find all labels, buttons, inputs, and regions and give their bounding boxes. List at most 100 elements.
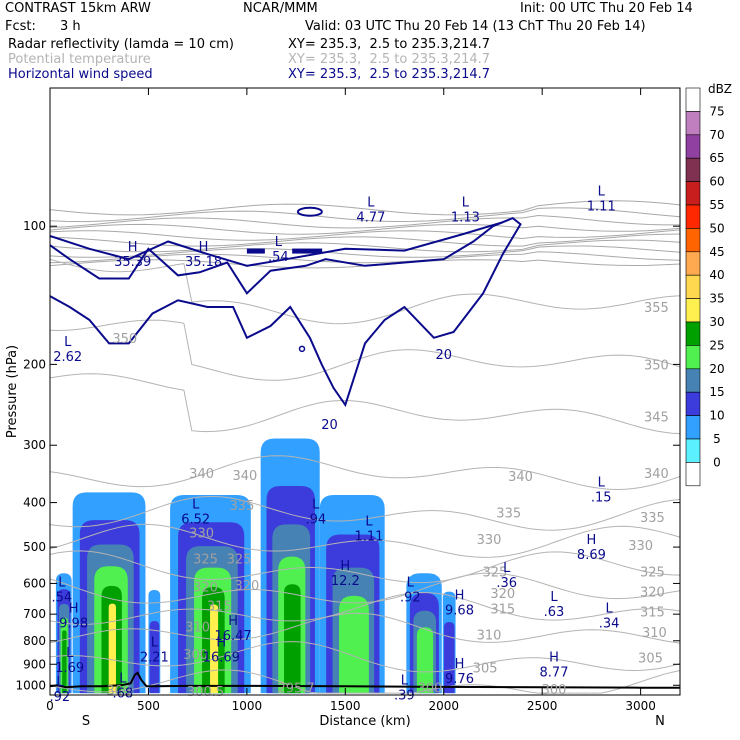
- reflectivity-band: [284, 584, 301, 694]
- theta-contour-line: [50, 319, 680, 381]
- theta-label: 310: [477, 628, 502, 643]
- extremum-value: 35.18: [185, 255, 222, 270]
- theta-contour-line: [50, 591, 680, 625]
- theta-label: 325: [193, 553, 218, 568]
- colorbar-tick-label: 25: [709, 338, 724, 352]
- colorbar-swatch: [685, 274, 701, 299]
- init-time: Init: 00 UTC Thu 20 Feb 14: [520, 1, 693, 16]
- field-name-theta: Potential temperature: [8, 52, 151, 67]
- contour-labels: 355 350 350 345 340 340 340 340 335 335 335 330 330 3…: [50, 184, 669, 705]
- theta-label: 300.5: [187, 685, 224, 700]
- colorbar-tick-label: 5: [713, 432, 721, 446]
- theta-contour-line: [50, 669, 680, 694]
- colorbar-swatch: [685, 438, 701, 463]
- extremum-value: .92: [400, 590, 421, 605]
- field-name-reflectivity: Radar reflectivity (lamda = 10 cm): [8, 37, 234, 52]
- theta-label: 315: [640, 605, 665, 620]
- theta-label: 325: [227, 553, 252, 568]
- terrain-line: [50, 671, 680, 689]
- y-tick-label: 600: [23, 576, 46, 590]
- colorbar-tick-label: 15: [709, 385, 724, 399]
- theta-contour-line: [50, 641, 680, 673]
- extremum-value: 4.77: [356, 211, 385, 226]
- extremum-kind: H: [340, 559, 350, 574]
- axes: 0 500 1000 1500 2000 2500 3000 100 200 300 400 500 6…: [5, 88, 680, 729]
- extremum-kind: H: [549, 650, 559, 665]
- extremum-value: 1.13: [451, 211, 480, 226]
- colorbar-swatch: [685, 251, 701, 276]
- y-tick-label: 200: [23, 357, 46, 371]
- extremum-value: 1.69: [55, 661, 84, 676]
- extremum-kind: L: [275, 235, 283, 250]
- wind-contour-line: [50, 216, 522, 408]
- colorbar-swatch: [685, 204, 701, 229]
- theta-label: 330: [477, 533, 502, 548]
- extremum-kind: L: [192, 497, 200, 512]
- extremum-kind: L: [58, 575, 66, 590]
- colorbar-swatch: [685, 181, 701, 206]
- theta-label: 320: [234, 579, 259, 594]
- theta-label: 325: [640, 565, 665, 580]
- colorbar-unit: dBZ: [708, 82, 732, 96]
- plot-frame: [49, 87, 681, 696]
- theta-label: 305: [638, 652, 663, 667]
- colorbar-tick-label: 0: [713, 455, 721, 469]
- extremum-kind: L: [56, 675, 64, 690]
- theta-contours: [50, 200, 680, 694]
- fcst-value: 3 h: [60, 19, 81, 34]
- colorbar-tick-label: 65: [709, 151, 724, 165]
- reflectivity-band: [149, 621, 160, 694]
- colorbar-tick-label: 30: [709, 315, 724, 329]
- colorbar-swatch: [685, 134, 701, 159]
- extremum-kind: L: [503, 561, 511, 576]
- reflectivity-band: [62, 630, 67, 694]
- colorbar-tick-label: 70: [709, 128, 724, 142]
- theta-label: 315: [490, 602, 515, 617]
- theta-label: 325: [483, 565, 508, 580]
- y-tick-label: 300: [23, 438, 46, 452]
- extremum-kind: H: [455, 657, 465, 672]
- extremum-value: .34: [599, 617, 620, 632]
- theta-label: 295.7: [277, 681, 314, 696]
- extremum-kind: L: [550, 590, 558, 605]
- colorbar-swatch: [685, 228, 701, 253]
- colorbar-swatch: [685, 345, 701, 370]
- theta-label: 330: [628, 539, 653, 554]
- extremum-kind: L: [367, 196, 375, 211]
- wind-label: 20: [435, 348, 452, 363]
- extremum-value: .54: [51, 590, 72, 605]
- extremum-value: 12.2: [331, 574, 360, 589]
- extremum-kind: L: [151, 635, 159, 650]
- y-tick-label: 700: [23, 607, 46, 621]
- extremum-value: 16.47: [214, 629, 251, 644]
- extremum-value: 8.77: [540, 665, 569, 680]
- extremum-value: 1.11: [354, 529, 383, 544]
- colorbar-tick-label: 40: [709, 268, 724, 282]
- colorbar-swatch: [685, 415, 701, 440]
- theta-label: 300: [418, 681, 443, 696]
- colorbar-tick-label: 10: [709, 409, 724, 423]
- y-tick-label: 400: [23, 496, 46, 510]
- reflectivity-band: [108, 603, 116, 694]
- colorbar-swatch: [685, 391, 701, 416]
- theta-label: 340: [189, 467, 214, 482]
- wind-label: 20: [321, 418, 338, 433]
- colorbar-tick-label: 50: [709, 221, 724, 235]
- field-xy-reflectivity: XY= 235.3, 2.5 to 235.3,214.7: [288, 37, 491, 52]
- extremum-kind: H: [69, 602, 79, 617]
- extremum-kind: L: [66, 646, 74, 661]
- theta-label: 345: [644, 411, 669, 426]
- extremum-kind: H: [199, 240, 209, 255]
- extremum-kind: L: [312, 497, 320, 512]
- wind-core-mark: [246, 248, 265, 254]
- theta-contour-line: [50, 550, 680, 584]
- colorbar-tick-label: 75: [709, 104, 724, 118]
- extremum-kind: H: [587, 533, 597, 548]
- extremum-kind: L: [606, 602, 614, 617]
- extremum-value: .94: [305, 512, 326, 527]
- x-end-label-south: S: [82, 714, 90, 729]
- y-tick-label: 900: [23, 657, 46, 671]
- x-end-label-north: N: [655, 714, 665, 729]
- extremum-value: .63: [544, 605, 565, 620]
